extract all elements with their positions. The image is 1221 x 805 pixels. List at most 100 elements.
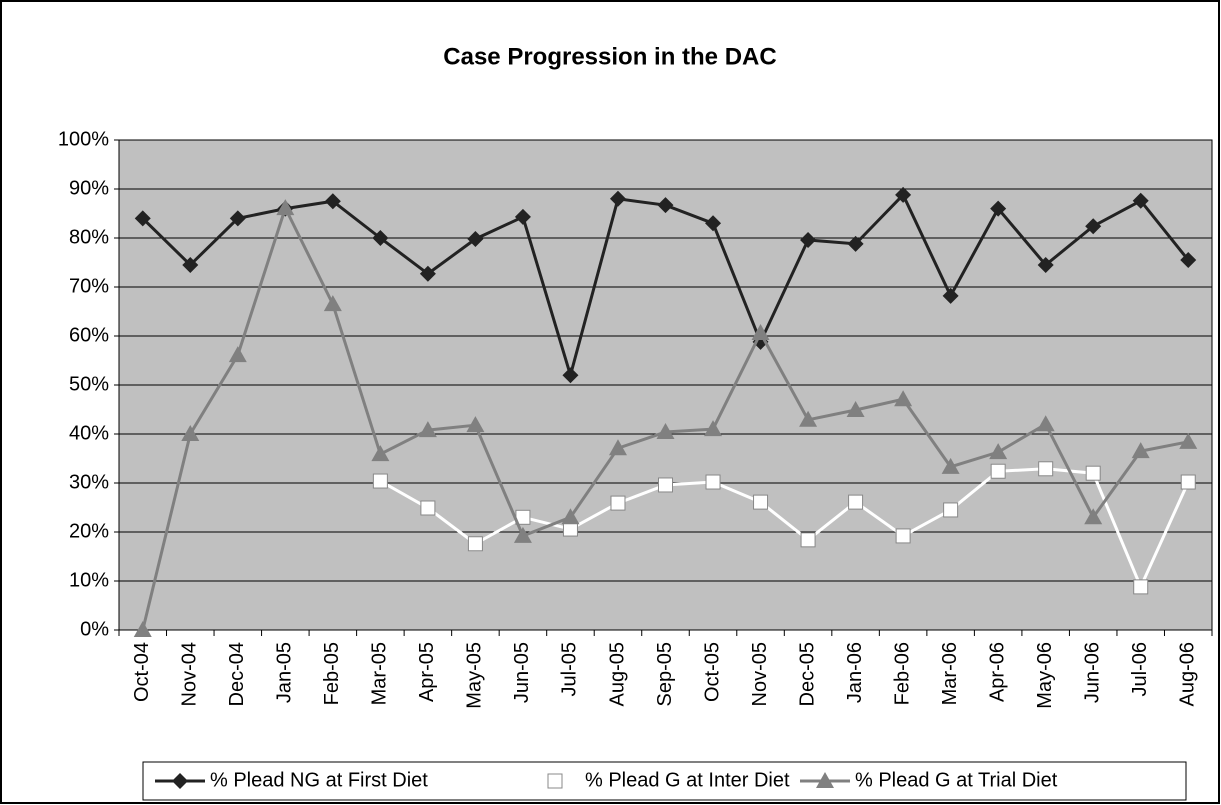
data-point [1037, 256, 1054, 273]
y-tick-label: 20% [69, 520, 109, 542]
data-point [847, 235, 864, 252]
data-point [1085, 465, 1101, 481]
data-point [610, 495, 626, 511]
data-point [895, 528, 911, 544]
legend [142, 761, 1187, 801]
x-tick-label: Oct-04 [131, 642, 153, 702]
x-tick-label: Jul-06 [1129, 642, 1151, 696]
y-tick-label: 10% [69, 569, 109, 591]
data-point [467, 536, 483, 552]
x-tick-label: Jan-05 [274, 642, 296, 703]
x-tick-label: Jan-06 [844, 642, 866, 703]
x-tick-label: Oct-05 [701, 642, 723, 702]
y-tick-label: 0% [80, 618, 109, 640]
legend-label: % Plead G at Trial Diet [855, 769, 1058, 791]
data-point [609, 190, 626, 207]
data-point [1131, 442, 1150, 459]
data-point [941, 457, 960, 474]
data-point [324, 193, 341, 210]
legend-label: % Plead G at Inter Diet [585, 769, 790, 791]
data-point [1036, 415, 1055, 432]
data-point [372, 230, 389, 246]
data-point [561, 508, 580, 525]
data-point [800, 231, 817, 248]
data-point [182, 256, 199, 273]
y-tick-label: 40% [69, 422, 109, 444]
y-tick-label: 80% [69, 226, 109, 248]
data-point [181, 425, 200, 441]
chart-title: Case Progression in the DAC [443, 43, 776, 70]
series-line [379, 467, 1190, 591]
data-point [656, 423, 675, 440]
data-point [228, 346, 247, 363]
x-tick-label: Jun-06 [1081, 642, 1103, 703]
data-point [1179, 432, 1198, 449]
data-point [372, 473, 388, 489]
data-point [371, 445, 390, 462]
data-point [894, 390, 913, 407]
x-tick-label: Mar-06 [939, 642, 961, 705]
y-tick-label: 30% [69, 471, 109, 493]
x-tick-label: Apr-06 [986, 642, 1008, 702]
x-tick-label: May-05 [464, 642, 486, 709]
data-point [562, 367, 579, 384]
data-point [704, 420, 723, 437]
y-tick-label: 50% [69, 373, 109, 395]
data-point [1132, 192, 1149, 209]
x-tick-label: Feb-05 [321, 642, 343, 705]
data-point [658, 477, 673, 493]
data-point [513, 526, 532, 543]
x-tick-label: Dec-04 [226, 642, 248, 706]
x-tick-label: Feb-06 [891, 642, 913, 705]
legend-marker [547, 773, 563, 789]
data-point [989, 443, 1008, 460]
data-point [1084, 508, 1103, 525]
data-point [420, 500, 436, 516]
data-point [848, 494, 864, 510]
x-tick-label: Nov-05 [749, 642, 771, 706]
data-point [705, 474, 721, 490]
legend-label: % Plead NG at First Diet [210, 769, 428, 791]
y-tick-label: 70% [69, 275, 109, 297]
data-point [990, 200, 1007, 217]
data-point [229, 210, 246, 227]
data-point [753, 494, 769, 510]
data-point [799, 410, 818, 427]
data-point [323, 295, 342, 312]
data-point [466, 416, 485, 433]
x-tick-label: Aug-06 [1177, 642, 1199, 707]
data-point [800, 532, 816, 548]
y-tick-label: 100% [58, 128, 109, 150]
data-point [1085, 218, 1102, 235]
x-tick-label: Apr-05 [416, 642, 438, 702]
x-tick-label: Nov-04 [179, 642, 201, 706]
x-tick-label: May-06 [1034, 642, 1056, 709]
y-tick-label: 60% [69, 324, 109, 346]
data-point [514, 208, 531, 225]
data-point [608, 439, 627, 456]
legend-marker [172, 773, 188, 789]
data-point [276, 199, 295, 216]
x-tick-label: Mar-05 [369, 642, 391, 705]
data-point [990, 463, 1006, 479]
data-point [657, 197, 674, 214]
x-tick-label: Aug-05 [606, 642, 628, 707]
x-tick-label: Sep-05 [654, 642, 676, 707]
data-point [467, 230, 484, 247]
data-point [419, 265, 436, 282]
data-point [133, 621, 152, 637]
x-tick-label: Dec-05 [796, 642, 818, 706]
data-point [751, 324, 770, 341]
x-tick-label: Jun-05 [511, 642, 533, 703]
data-point [1133, 579, 1149, 595]
legend-marker [816, 772, 834, 788]
data-point [846, 400, 865, 417]
data-point [895, 186, 912, 203]
data-point [1180, 252, 1197, 269]
data-point [1180, 474, 1196, 490]
x-tick-label: Jul-05 [559, 642, 581, 696]
data-point [705, 215, 722, 232]
data-point [942, 287, 959, 304]
data-point [134, 210, 151, 227]
data-point [943, 502, 959, 518]
